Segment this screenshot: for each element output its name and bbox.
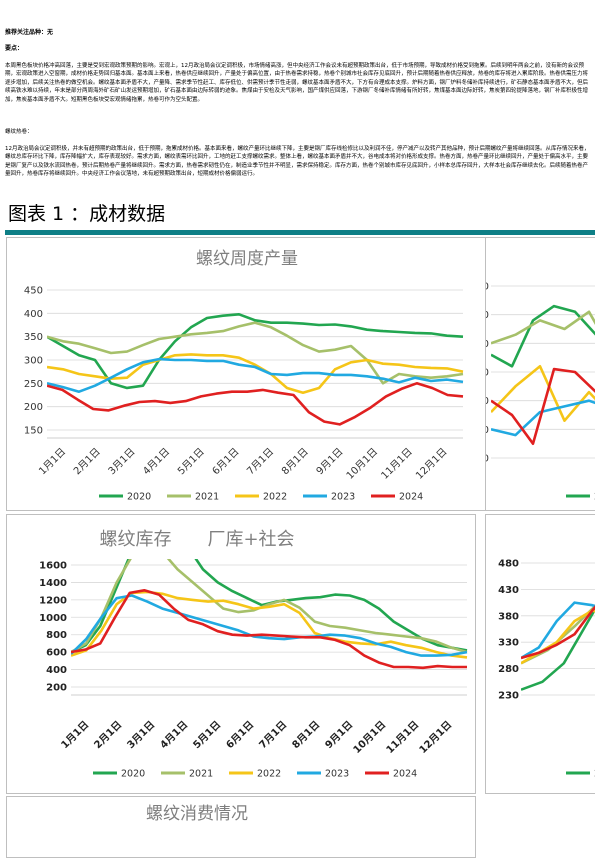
legend-label-2021: 2021 bbox=[195, 492, 219, 503]
x-tick-label: 1月1日 bbox=[59, 719, 91, 751]
legend-label-2020: 2020 bbox=[121, 769, 145, 780]
chart-svg: 2903003103203303403502020202120222023202… bbox=[486, 238, 595, 503]
legend-label-2024: 2024 bbox=[393, 769, 417, 780]
x-tick-label: 4月1日 bbox=[141, 446, 173, 478]
chart-rebar-consumption: 螺纹消费情况 bbox=[6, 796, 476, 858]
x-tick-label: 11月1日 bbox=[384, 719, 421, 756]
chart-svg: 螺纹周度产量 150 200 250 300 350 400 450 1月1日2月1日3月1日4… bbox=[7, 238, 503, 503]
y-tick-label: 290 bbox=[486, 454, 489, 465]
y-tick-label: 800 bbox=[46, 630, 67, 641]
legend-label-2021: 2021 bbox=[189, 769, 213, 780]
y-tick-label: 280 bbox=[498, 664, 519, 675]
series-line-2022 bbox=[491, 365, 595, 422]
y-tick-label: 400 bbox=[24, 309, 43, 320]
series-line-2024 bbox=[521, 605, 595, 660]
y-tick-label: 350 bbox=[24, 332, 43, 343]
rebar-section-label: 螺纹热卷： bbox=[5, 129, 33, 135]
series-line-2024 bbox=[71, 589, 467, 670]
series-line-2020 bbox=[521, 606, 595, 691]
y-tick-label: 1200 bbox=[39, 595, 67, 606]
x-tick-label: 1月1日 bbox=[37, 446, 69, 478]
series-line-2022 bbox=[71, 590, 468, 659]
series-line-2021 bbox=[47, 321, 464, 385]
y-tick-label: 200 bbox=[46, 683, 67, 694]
x-tick-label: 5月1日 bbox=[191, 719, 223, 751]
x-tick-label: 10月1日 bbox=[344, 446, 380, 482]
series-line-2023 bbox=[71, 594, 468, 657]
series-line-2024 bbox=[47, 382, 464, 426]
chart-rebar-weekly-output: 螺纹周度产量 150 200 250 300 350 400 450 1月1日2月1日3月1日4… bbox=[6, 237, 504, 511]
series-line-2020 bbox=[47, 313, 464, 390]
x-tick-label: 7月1日 bbox=[257, 719, 289, 751]
chart-svg: 23028033038043048020202021202220232024 bbox=[486, 515, 595, 780]
y-tick-label: 350 bbox=[486, 282, 489, 293]
recommendation-line: 推荐关注品种：无 bbox=[5, 29, 54, 36]
x-tick-label: 3月1日 bbox=[125, 719, 157, 751]
y-tick-label: 310 bbox=[486, 396, 489, 407]
chart-second-panel-top: 2903003103203303403502020202120222023202… bbox=[485, 237, 595, 511]
legend-label-2023: 2023 bbox=[325, 769, 349, 780]
series-line-2020 bbox=[491, 304, 595, 368]
chart-rebar-inventory: 螺纹库存 厂库+社会 200 400 600 800 1000 1200 1400 1600 1月… bbox=[6, 514, 476, 794]
y-tick-label: 1600 bbox=[39, 561, 67, 572]
series-line-2022 bbox=[47, 353, 464, 394]
x-tick-label: 2月1日 bbox=[71, 446, 103, 478]
series-line-2023 bbox=[521, 601, 595, 660]
legend-label-2022: 2022 bbox=[257, 769, 281, 780]
x-tick-label: 3月1日 bbox=[106, 446, 138, 478]
figure-title-rule bbox=[5, 230, 595, 235]
x-tick-label: 11月1日 bbox=[379, 446, 415, 482]
legend-label-2024: 2024 bbox=[399, 492, 423, 503]
x-tick-label: 6月1日 bbox=[224, 719, 256, 751]
legend-label-2023: 2023 bbox=[331, 492, 355, 503]
chart-svg: 螺纹消费情况 bbox=[146, 804, 248, 824]
legend-label-2020: 2020 bbox=[127, 492, 151, 503]
y-tick-label: 340 bbox=[486, 310, 489, 321]
series-line-2023 bbox=[491, 399, 595, 437]
x-tick-label: 8月1日 bbox=[290, 719, 322, 751]
paragraph-rebar: 12月政治局会议定调积极，并未有超预期的政策出台，低于预期，拖累成材价格。基本面… bbox=[5, 146, 590, 178]
x-tick-label: 5月1日 bbox=[175, 446, 207, 478]
y-tick-label: 200 bbox=[24, 402, 43, 413]
y-tick-label: 250 bbox=[24, 379, 43, 390]
y-tick-label: 1000 bbox=[39, 613, 67, 624]
y-tick-label: 450 bbox=[24, 286, 43, 297]
y-tick-label: 320 bbox=[486, 368, 489, 379]
paragraph-summary: 本周黑色板块价格冲高回落，主要是受到宏观政策预期的影响。宏观上，12月政治局会议… bbox=[5, 63, 589, 103]
chart-title: 螺纹库存 厂库+社会 bbox=[99, 529, 294, 550]
chart-svg: 螺纹库存 厂库+社会 200 400 600 800 1000 1200 1400 1600 1月… bbox=[7, 515, 475, 780]
x-tick-label: 9月1日 bbox=[314, 446, 346, 478]
x-tick-label: 12月1日 bbox=[417, 719, 454, 756]
x-tick-label: 7月1日 bbox=[245, 446, 277, 478]
figure-title: 图表 1 ：成材数据 bbox=[8, 203, 166, 225]
x-tick-label: 6月1日 bbox=[210, 446, 242, 478]
chart-second-panel-middle: 23028033038043048020202021202220232024 bbox=[485, 514, 595, 794]
y-tick-label: 380 bbox=[498, 611, 519, 622]
x-tick-label: 4月1日 bbox=[158, 719, 190, 751]
y-tick-label: 1400 bbox=[39, 578, 67, 589]
series-line-2021 bbox=[521, 604, 595, 665]
y-tick-label: 430 bbox=[498, 585, 519, 596]
key-points-label: 要点： bbox=[5, 45, 24, 52]
series-line-2024 bbox=[491, 367, 595, 445]
x-tick-label: 10月1日 bbox=[351, 719, 388, 756]
series-line-2023 bbox=[47, 357, 464, 393]
legend-label-2022: 2022 bbox=[263, 492, 287, 503]
y-tick-label: 330 bbox=[498, 638, 519, 649]
y-tick-label: 230 bbox=[498, 691, 519, 702]
x-tick-label: 12月1日 bbox=[413, 446, 449, 482]
x-tick-label: 9月1日 bbox=[323, 719, 355, 751]
y-tick-label: 300 bbox=[24, 356, 43, 367]
x-tick-label: 8月1日 bbox=[279, 446, 311, 478]
y-tick-label: 480 bbox=[498, 559, 519, 570]
y-tick-label: 150 bbox=[24, 426, 43, 437]
y-tick-label: 400 bbox=[46, 665, 67, 676]
chart-title: 螺纹周度产量 bbox=[196, 249, 298, 269]
chart-title: 螺纹消费情况 bbox=[146, 804, 248, 824]
y-tick-label: 330 bbox=[486, 339, 489, 350]
y-tick-label: 600 bbox=[46, 648, 67, 659]
x-tick-label: 2月1日 bbox=[92, 719, 124, 751]
y-tick-label: 300 bbox=[486, 425, 489, 436]
series-line-2021 bbox=[491, 310, 595, 345]
